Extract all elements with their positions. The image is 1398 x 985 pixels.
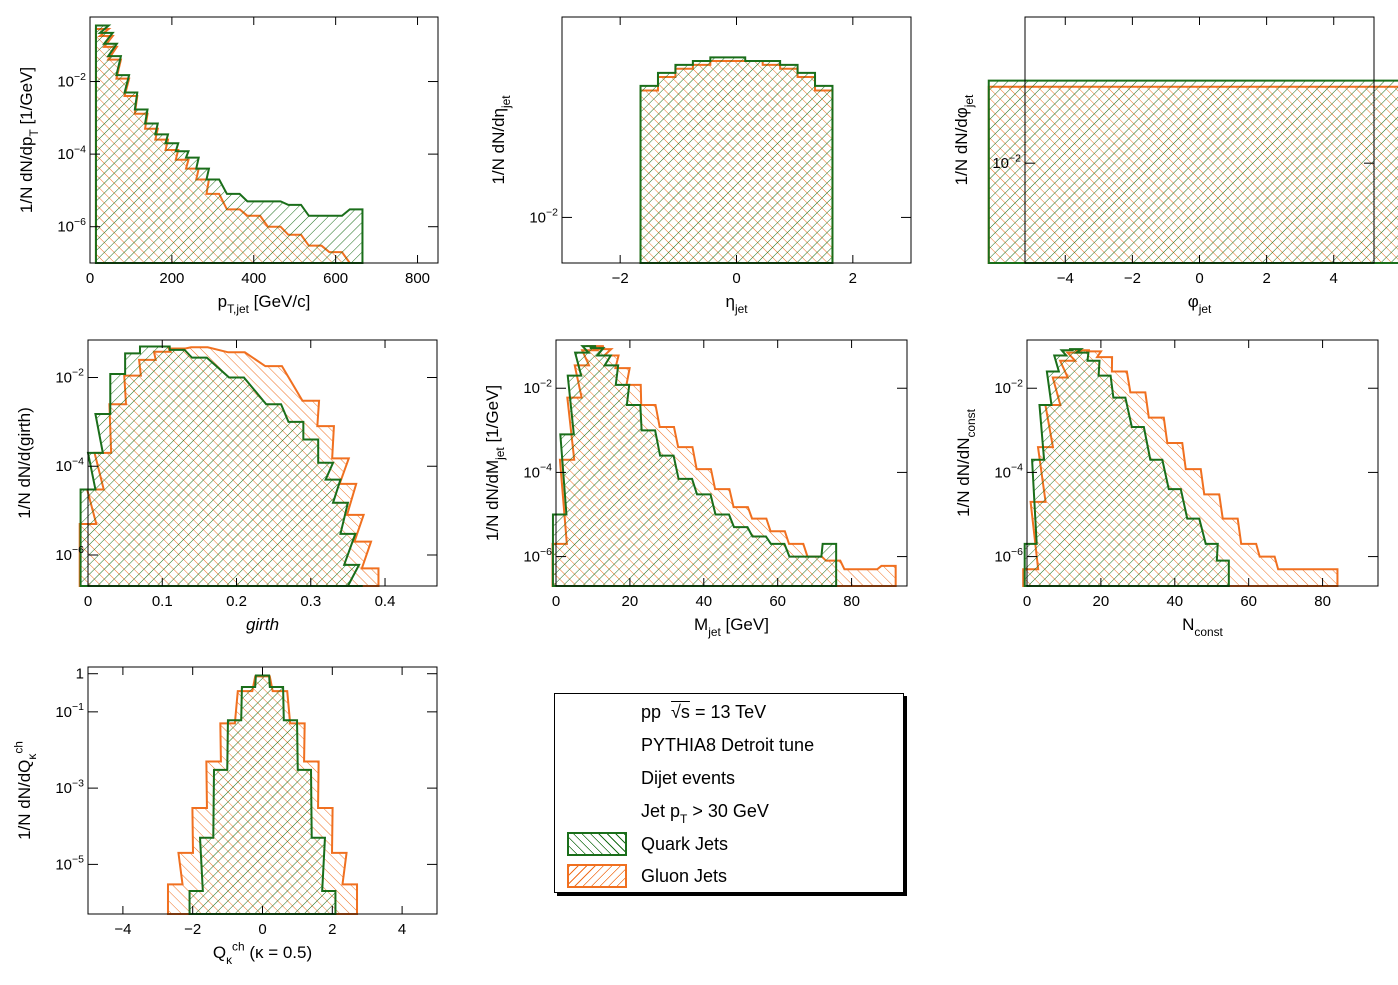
legend-sqrt: √s [671, 702, 690, 722]
chart-phi: −4 −2 0 2 4 10−2​ φjet​ 1/N dN/dφjet​ [952, 16, 1398, 316]
x-tick-label: 0.4 [375, 593, 396, 610]
x-tick-label: 40 [1166, 593, 1183, 610]
chart-girth: 0 0.1 0.2 0.3 0.4 10−2​ 10−4​ 10−6​ girth 1/N dN/… [15, 339, 438, 634]
x-tick-label: 0.1 [152, 593, 173, 610]
chart-pt: 0 200 400 600 800 10−2​ 10−4​ 10−6​ pT,jet​ [GeV… [17, 16, 439, 316]
series-quark-phi [987, 79, 1398, 264]
x-tick-label: 600 [323, 270, 348, 287]
y-axis-label: 1/N dN/dφjet​ [952, 94, 976, 185]
legend-jet-cut-post: > 30 GeV [687, 801, 769, 821]
legend-quark-label: Quark Jets [641, 834, 729, 854]
y-tick-label: 10−1​ [55, 701, 84, 721]
x-tick-label: 2 [328, 921, 336, 938]
y-axis-label: 1/N dN/dNconst​ [954, 408, 978, 516]
y-tick-label: 1 [76, 666, 84, 683]
series-quark-pt [94, 24, 364, 264]
x-tick-label: 0.3 [300, 593, 321, 610]
x-tick-label: 0 [86, 270, 94, 287]
x-tick-label: −2 [612, 270, 629, 287]
x-tick-label: −2 [184, 921, 201, 938]
chart-mass: 0 20 40 60 80 10−2​ 10−4​ 10−6​ Mjet​ [GeV] 1/N d… [483, 339, 908, 639]
x-tick-label: 2 [1262, 270, 1270, 287]
chart-eta: −2 0 2 10−2​ ηjet​ 1/N dN/dηjet​ [489, 16, 912, 316]
x-tick-label: 20 [1093, 593, 1110, 610]
x-tick-label: 400 [241, 270, 266, 287]
legend-energy-value: = 13 TeV [689, 702, 767, 722]
plot-frame-mass [555, 339, 908, 587]
y-tick-label: 10−2​ [994, 377, 1023, 397]
x-tick-label: 20 [622, 593, 639, 610]
legend-system: pp [641, 702, 662, 722]
y-tick-label: 10−5​ [55, 854, 84, 874]
x-tick-label: 0 [1195, 270, 1203, 287]
x-tick-label: 0 [1023, 593, 1031, 610]
y-tick-label: 10−2​ [57, 71, 86, 91]
y-axis-label: 1/N dN/d(girth) [15, 407, 34, 518]
legend-jet-cut-pre: Jet p [641, 801, 681, 821]
x-axis-label: Mjet​ [GeV] [694, 615, 769, 639]
x-tick-label: 0 [552, 593, 560, 610]
y-axis-label: 1/N dN/dηjet​ [489, 95, 513, 185]
x-tick-label: −4 [1057, 270, 1074, 287]
y-axis-label: 1/N dN/dQκ​ch​ [11, 741, 39, 840]
y-tick-label: 10−3​ [55, 777, 84, 797]
x-tick-label: 80 [843, 593, 860, 610]
plot-frame-girth [87, 339, 438, 587]
legend-jet-cut-sub: T [680, 812, 688, 826]
y-tick-label: 10−6​ [55, 544, 84, 564]
x-tick-label: −2 [1124, 270, 1141, 287]
series-quark-girth [79, 345, 363, 587]
x-tick-label: 80 [1314, 593, 1331, 610]
chart-nconst: 0 20 40 60 80 10−2​ 10−4​ 10−6​ Nconst​ 1/N dN/dN… [954, 339, 1379, 639]
legend-events: Dijet events [641, 768, 736, 788]
x-tick-label: 0 [258, 921, 266, 938]
chart-charge: −4 −2 0 2 4 1 10−1​ 10−3​ 10−5​ Qκ​ch​ (κ = 0.5) 1… [11, 666, 438, 967]
legend-gluon-swatch [567, 864, 627, 888]
series-quark-mass [551, 345, 838, 587]
plot-frame-nconst [1026, 339, 1379, 587]
x-tick-label: 0 [84, 593, 92, 610]
legend-gluon-label: Gluon Jets [641, 866, 728, 886]
x-axis-label: ηjet​ [725, 292, 748, 316]
y-tick-label: 10−4​ [994, 462, 1023, 482]
y-tick-label: 10−4​ [55, 455, 84, 475]
y-tick-label: 10−6​ [994, 546, 1023, 566]
y-axis-label: 1/N dN/dpT​ [1/GeV] [17, 67, 41, 213]
x-axis-label: girth [246, 615, 279, 634]
y-tick-label: 10−4​ [57, 143, 86, 163]
y-tick-label: 10−4​ [523, 462, 552, 482]
x-tick-label: 60 [769, 593, 786, 610]
x-tick-label: 4 [1330, 270, 1338, 287]
legend-generator: PYTHIA8 Detroit tune [641, 735, 815, 755]
x-tick-label: 0 [732, 270, 740, 287]
x-tick-label: 0.2 [226, 593, 247, 610]
y-axis-label: 1/N dN/dMjet​ [1/GeV] [483, 385, 507, 541]
y-tick-label: 10−2​ [523, 377, 552, 397]
x-tick-label: −4 [114, 921, 131, 938]
series-quark-nconst [1023, 348, 1230, 587]
y-tick-label: 10−2​ [992, 152, 1021, 172]
x-tick-label: 4 [398, 921, 406, 938]
plot-frame-pt [89, 16, 439, 264]
y-tick-label: 10−2​ [529, 207, 558, 227]
x-axis-label: pT,jet​ [GeV/c] [218, 292, 311, 316]
x-axis-label: φjet​ [1188, 292, 1212, 316]
legend-jet-cut: Jet pT > 30 GeV [641, 801, 769, 826]
series-quark-eta [639, 56, 834, 264]
y-tick-label: 10−2​ [55, 367, 84, 387]
y-tick-label: 10−6​ [57, 216, 86, 236]
x-tick-label: 60 [1240, 593, 1257, 610]
legend-box: pp √s = 13 TeV PYTHIA8 Detroit tune Dije… [554, 693, 904, 893]
legend-energy: pp √s = 13 TeV [641, 702, 766, 723]
x-axis-label: Qκ​ch​ (κ = 0.5) [213, 939, 312, 967]
x-axis-label: Nconst​ [1182, 615, 1223, 639]
series-quark-charge [188, 674, 337, 915]
legend-quark-swatch [567, 832, 627, 856]
x-tick-label: 800 [405, 270, 430, 287]
x-tick-label: 2 [849, 270, 857, 287]
y-tick-label: 10−6​ [523, 546, 552, 566]
x-tick-label: 40 [695, 593, 712, 610]
x-tick-label: 200 [159, 270, 184, 287]
